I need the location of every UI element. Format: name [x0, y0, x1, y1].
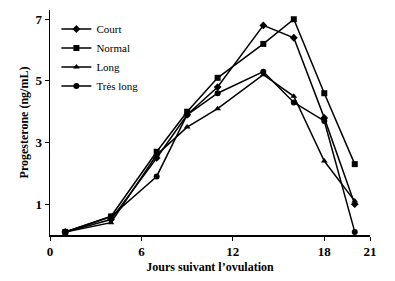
- svg-text:Très long: Très long: [96, 80, 138, 92]
- svg-text:18: 18: [318, 244, 332, 259]
- svg-text:1: 1: [35, 197, 42, 212]
- svg-text:7: 7: [35, 12, 42, 27]
- svg-text:Jours suivant l’ovulation: Jours suivant l’ovulation: [146, 260, 274, 274]
- svg-text:5: 5: [35, 73, 42, 88]
- svg-text:Court: Court: [96, 23, 121, 35]
- svg-text:3: 3: [35, 135, 42, 150]
- svg-text:Normal: Normal: [96, 42, 130, 54]
- svg-text:Long: Long: [96, 61, 120, 73]
- svg-text:6: 6: [138, 244, 145, 259]
- svg-text:21: 21: [364, 244, 377, 259]
- svg-text:0: 0: [47, 244, 54, 259]
- svg-text:Progesterone (ng/mL): Progesterone (ng/mL): [17, 67, 31, 179]
- svg-text:12: 12: [226, 244, 239, 259]
